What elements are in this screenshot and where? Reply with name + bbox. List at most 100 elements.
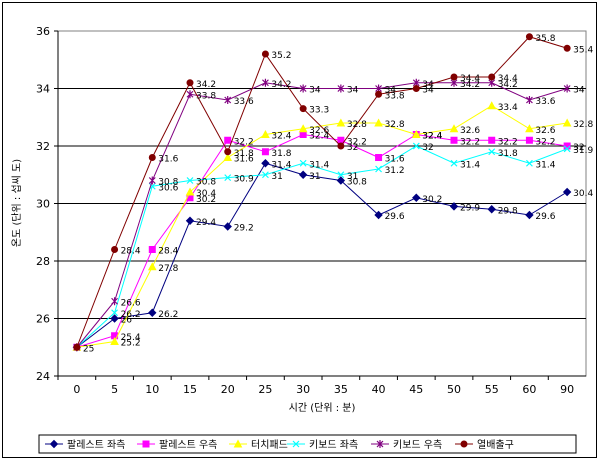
data-label: 30.6 xyxy=(158,183,178,193)
y-tick-label: 26 xyxy=(36,313,50,326)
data-label: 29.6 xyxy=(535,212,555,222)
data-label: 34.4 xyxy=(460,74,480,84)
legend-marker xyxy=(142,440,150,448)
x-tick-label: 60 xyxy=(522,383,536,396)
data-point xyxy=(261,50,269,58)
data-label: 35.4 xyxy=(573,45,593,55)
data-point xyxy=(148,154,156,161)
data-point xyxy=(449,124,459,133)
data-label: 34 xyxy=(347,86,359,96)
data-point xyxy=(488,73,496,81)
data-label: 32.6 xyxy=(309,126,329,136)
data-label: 34 xyxy=(422,86,434,96)
data-point xyxy=(563,84,571,93)
data-point xyxy=(261,129,270,138)
data-point xyxy=(450,73,458,81)
data-point xyxy=(525,124,534,133)
x-tick-label: 5 xyxy=(111,383,118,396)
data-label: 26.2 xyxy=(158,310,178,320)
data-label: 27.8 xyxy=(158,264,178,274)
data-point xyxy=(261,148,269,156)
legend-item: 키보드 좌측 xyxy=(287,439,358,451)
data-label: 28.4 xyxy=(158,247,178,257)
data-label: 31.6 xyxy=(158,155,178,165)
legend-marker xyxy=(460,440,468,448)
y-tick-label: 24 xyxy=(36,370,50,383)
data-point xyxy=(488,136,496,144)
data-point xyxy=(299,84,307,93)
data-point xyxy=(299,131,307,138)
data-label: 31.4 xyxy=(460,160,480,170)
legend-label: 팔레스트 우측 xyxy=(159,439,217,451)
data-label: 33.3 xyxy=(309,106,329,116)
data-label: 33.8 xyxy=(385,91,405,101)
data-label: 34.2 xyxy=(271,80,291,90)
data-label: 29.6 xyxy=(385,212,405,222)
data-point xyxy=(298,170,308,179)
data-point xyxy=(223,222,232,231)
data-point xyxy=(186,79,194,87)
data-label: 26.2 xyxy=(121,310,141,320)
series-line xyxy=(76,162,568,348)
data-point xyxy=(562,118,572,127)
data-label: 32.2 xyxy=(347,137,367,147)
data-point xyxy=(526,159,533,167)
data-point xyxy=(337,142,345,150)
data-point xyxy=(337,84,345,93)
data-point xyxy=(148,308,157,317)
data-label: 29.2 xyxy=(234,224,254,234)
data-label: 31.6 xyxy=(234,155,254,165)
data-label: 32.2 xyxy=(498,137,518,147)
data-label: 30.9 xyxy=(234,175,254,185)
legend: 팔레스트 좌측 팔레스트 우측 터치패드 키보드 좌측 키보드 우측 열배출구 xyxy=(45,439,514,451)
data-label: 35.2 xyxy=(271,51,291,61)
data-label: 33.6 xyxy=(234,97,254,107)
x-tick-label: 10 xyxy=(145,383,159,396)
data-point xyxy=(299,105,307,113)
data-point xyxy=(298,124,308,133)
data-point xyxy=(110,314,119,323)
x-tick-label: 50 xyxy=(447,383,461,396)
data-label: 32.8 xyxy=(347,120,367,130)
data-point xyxy=(224,96,232,104)
data-label: 32 xyxy=(573,143,584,153)
legend-label: 키보드 좌측 xyxy=(309,439,358,451)
legend-box xyxy=(38,434,577,454)
legend-label: 열배출구 xyxy=(477,439,514,451)
data-label: 32.2 xyxy=(460,137,480,147)
y-tick-label: 30 xyxy=(36,198,50,211)
data-point xyxy=(185,216,195,225)
data-point xyxy=(374,118,383,127)
data-label: 32 xyxy=(347,143,358,153)
series-1 xyxy=(72,159,572,352)
line-chart: 24 26 28 30 32 34 36 0 5 10 15 20 25 30 35 40 45 50 55 60 90… xyxy=(10,25,593,454)
data-label: 32 xyxy=(422,143,433,153)
data-point xyxy=(148,176,156,185)
data-point xyxy=(563,145,571,153)
data-label: 30.2 xyxy=(196,195,216,205)
data-label: 32.2 xyxy=(535,137,555,147)
legend-label: 키보드 우측 xyxy=(393,439,442,451)
data-point xyxy=(336,176,346,185)
data-label: 29.8 xyxy=(498,206,518,216)
data-label: 33.4 xyxy=(498,103,518,113)
data-point xyxy=(224,136,232,144)
data-point xyxy=(526,96,533,104)
x-tick-label: 90 xyxy=(560,383,574,396)
data-point xyxy=(110,336,119,345)
data-label: 25.2 xyxy=(121,339,141,349)
data-point xyxy=(261,159,270,168)
data-label: 31.6 xyxy=(385,155,405,165)
series-line xyxy=(76,133,568,348)
data-label: 30.2 xyxy=(422,195,442,205)
chart-frame: 24 26 28 30 32 34 36 0 5 10 15 20 25 30 35 40 45 50 55 60 90… xyxy=(2,2,597,458)
series-line xyxy=(76,36,568,348)
legend-marker xyxy=(233,439,243,448)
data-point xyxy=(411,129,421,138)
axes: 24 26 28 30 32 34 36 0 5 10 15 20 25 30 35 40 45 50 55 60 90 xyxy=(36,25,586,396)
x-tick-label: 25 xyxy=(258,383,272,396)
legend-label: 터치패드 xyxy=(251,439,288,451)
data-point xyxy=(375,165,382,173)
data-label: 26 xyxy=(121,316,133,326)
data-point xyxy=(525,210,534,220)
